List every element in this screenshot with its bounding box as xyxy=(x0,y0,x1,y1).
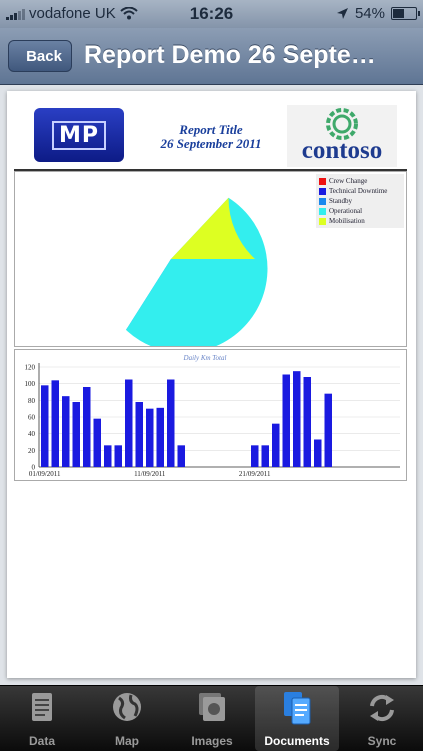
y-tick-label: 60 xyxy=(28,414,36,422)
report-page: MP Report Title 26 September 2011 contos… xyxy=(7,91,416,678)
tab-images[interactable]: Images xyxy=(170,686,254,751)
tab-sync[interactable]: Sync xyxy=(340,686,423,751)
tab-data-label: Data xyxy=(28,734,55,748)
document-viewer[interactable]: MP Report Title 26 September 2011 contos… xyxy=(0,85,423,685)
pie-slice-mobilisation xyxy=(171,197,255,259)
y-tick-label: 100 xyxy=(25,380,36,388)
document-icon xyxy=(32,693,52,721)
legend-item: Operational xyxy=(319,206,401,216)
contoso-ring-icon xyxy=(326,108,358,140)
legend-label: Standby xyxy=(329,197,352,205)
legend-item: Crew Change xyxy=(319,176,401,186)
mp-logo: MP xyxy=(34,108,124,162)
legend-item: Technical Downtime xyxy=(319,186,401,196)
tab-images-label: Images xyxy=(191,734,233,748)
battery-icon xyxy=(391,7,420,20)
y-tick-label: 40 xyxy=(28,430,36,438)
bar xyxy=(135,402,143,467)
x-tick-label: 11/09/2011 xyxy=(134,470,166,478)
tab-map-label: Map xyxy=(115,734,139,748)
tab-bar: Data Map Images Documents Sync xyxy=(0,685,423,751)
legend-swatch xyxy=(319,207,326,215)
report-title-line1: Report Title xyxy=(179,122,243,137)
report-title: Report Title 26 September 2011 xyxy=(131,123,291,151)
bar xyxy=(51,380,59,467)
carrier-name: vodafone UK xyxy=(29,5,116,22)
sync-icon xyxy=(370,694,394,722)
bar xyxy=(303,377,311,467)
bar xyxy=(104,445,112,467)
bar xyxy=(156,407,164,467)
photos-icon xyxy=(199,693,225,721)
signal-icon xyxy=(6,8,25,20)
header-divider xyxy=(14,169,407,171)
back-button[interactable]: Back xyxy=(8,40,72,72)
carrier: vodafone UK xyxy=(6,5,138,22)
bar xyxy=(282,374,290,467)
location-arrow-icon xyxy=(336,8,348,19)
bar xyxy=(251,445,259,467)
legend-swatch xyxy=(319,187,326,195)
legend-label: Crew Change xyxy=(329,177,368,185)
x-tick-label: 21/09/2011 xyxy=(239,470,271,478)
bar xyxy=(72,402,80,467)
bar xyxy=(125,379,133,467)
tab-data[interactable]: Data xyxy=(0,686,84,751)
bar-chart: Daily Km Total 0 20 40 60 80 100 120 01/09/2011 1… xyxy=(14,349,407,481)
legend-swatch xyxy=(319,177,326,185)
clock: 16:26 xyxy=(189,4,234,23)
legend-item: Standby xyxy=(319,196,401,206)
bar xyxy=(41,385,49,467)
pie-slice-operational xyxy=(125,197,268,353)
legend-label: Mobilisation xyxy=(329,217,365,225)
bar xyxy=(272,423,280,467)
pie-chart-plot xyxy=(125,197,268,353)
battery-percent: 54% xyxy=(354,5,385,22)
bar xyxy=(261,445,269,467)
tab-sync-label: Sync xyxy=(367,734,397,748)
pie-chart: Crew Change Technical Downtime Standby Oper… xyxy=(14,171,407,353)
legend-label: Technical Downtime xyxy=(329,187,388,195)
report-title-line2: 26 September 2011 xyxy=(160,136,262,151)
bar xyxy=(177,445,185,467)
bar xyxy=(324,393,332,467)
tab-documents-label: Documents xyxy=(264,734,330,748)
bar-chart-title: Daily Km Total xyxy=(183,354,227,362)
y-tick-label: 20 xyxy=(28,447,36,455)
navigation-bar: Back Report Demo 26 Septe… xyxy=(0,28,423,85)
legend-label: Operational xyxy=(329,207,363,215)
bar xyxy=(62,396,70,467)
x-tick-label: 01/09/2011 xyxy=(29,470,61,478)
bar xyxy=(83,387,91,467)
tab-documents[interactable]: Documents xyxy=(255,686,339,751)
bar xyxy=(146,408,154,467)
legend-swatch xyxy=(319,197,326,205)
bar xyxy=(293,371,301,467)
status-bar: vodafone UK 16:26 54% xyxy=(0,0,423,28)
pie-legend: Crew Change Technical Downtime Standby Oper… xyxy=(316,174,404,228)
bar xyxy=(314,439,322,467)
bar xyxy=(167,379,175,467)
legend-swatch xyxy=(319,217,326,225)
legend-item: Mobilisation xyxy=(319,216,401,226)
y-tick-label: 120 xyxy=(25,364,36,372)
contoso-logo: contoso xyxy=(287,105,397,167)
bar-chart-plot: Daily Km Total 0 20 40 60 80 100 120 01/09/2011 1… xyxy=(25,354,400,478)
bar xyxy=(114,445,122,467)
y-tick-label: 80 xyxy=(28,397,36,405)
documents-icon xyxy=(284,692,311,725)
globe-icon xyxy=(113,693,141,721)
tab-map[interactable]: Map xyxy=(85,686,169,751)
bar xyxy=(93,418,101,467)
y-tick-label: 0 xyxy=(32,464,36,472)
wifi-icon xyxy=(120,7,138,20)
page-title: Report Demo 26 Septe… xyxy=(84,41,376,69)
